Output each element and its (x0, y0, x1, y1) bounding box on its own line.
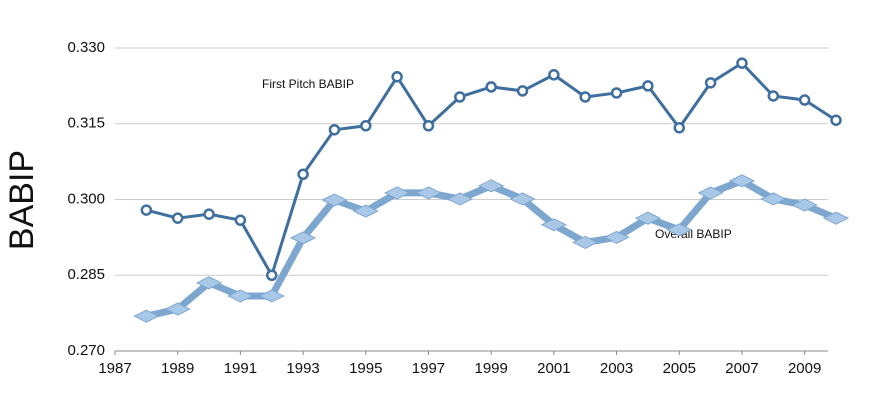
point (422, 120, 435, 132)
x-tick-label: 1987 (98, 360, 131, 377)
point (485, 81, 497, 93)
point (697, 186, 724, 200)
point (297, 168, 309, 180)
point (391, 71, 403, 83)
y-tick-label: 0.330 (67, 39, 105, 56)
x-tick-label: 1999 (474, 360, 507, 377)
point (509, 192, 536, 206)
point (704, 77, 717, 89)
x-tick-label: 1995 (349, 360, 382, 377)
point (540, 218, 567, 232)
point (140, 204, 153, 216)
point (446, 192, 473, 206)
point (321, 193, 348, 207)
x-tick-label: 1997 (412, 360, 445, 377)
point (203, 208, 215, 220)
point (195, 276, 223, 290)
point (579, 91, 591, 103)
point (791, 198, 818, 212)
point (384, 186, 411, 200)
x-tick-label: 1993 (286, 360, 319, 377)
point (603, 230, 630, 244)
point (478, 179, 505, 193)
x-tick-label: 2003 (600, 360, 633, 377)
point (548, 69, 560, 81)
x-tick-label: 2001 (537, 360, 570, 377)
point (289, 231, 317, 245)
series-line (145, 61, 837, 277)
point (133, 309, 160, 323)
y-tick-label: 0.270 (67, 342, 105, 359)
point (164, 302, 191, 316)
point (830, 114, 842, 126)
point (736, 57, 748, 69)
point (265, 269, 278, 281)
x-tick-label: 2009 (788, 360, 821, 377)
annotation: Overall BABIP (655, 227, 732, 241)
point (234, 214, 247, 226)
point (673, 122, 686, 134)
x-tick-label: 1991 (224, 360, 257, 377)
point (798, 94, 811, 106)
point (454, 91, 466, 103)
point (610, 87, 623, 99)
y-tick-label: 0.300 (67, 190, 105, 207)
point (171, 212, 184, 224)
x-tick-label: 2007 (725, 360, 758, 377)
point (227, 289, 254, 303)
point (767, 90, 780, 102)
point (822, 211, 850, 225)
point (360, 120, 372, 132)
point (328, 124, 341, 136)
point (352, 204, 379, 218)
point (572, 235, 599, 249)
point (415, 186, 442, 200)
point (634, 211, 662, 225)
point (760, 192, 787, 206)
point (642, 80, 654, 92)
annotation: First Pitch BABIP (262, 77, 354, 91)
point (258, 289, 285, 303)
y-tick-label: 0.285 (67, 266, 105, 283)
x-tick-label: 1989 (161, 360, 194, 377)
y-axis-label: BABIP (3, 150, 41, 250)
point (666, 223, 693, 237)
point (516, 85, 529, 97)
x-tick-label: 2005 (663, 360, 696, 377)
point (728, 174, 756, 188)
y-tick-label: 0.315 (67, 115, 105, 132)
